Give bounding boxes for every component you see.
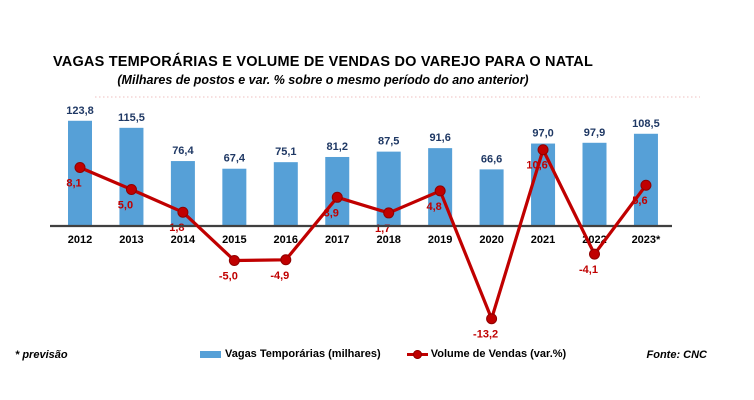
line-marker-2019 <box>434 185 446 197</box>
line-marker-2015 <box>228 255 240 266</box>
line-marker-2016 <box>280 254 292 266</box>
line-value-label-2014: 1,8 <box>169 222 184 234</box>
line-marker-2020 <box>486 313 498 325</box>
bar-2021 <box>531 143 556 226</box>
source-credit: Fonte: CNC <box>646 349 708 361</box>
legend: Vagas Temporárias (milhares) Volume de V… <box>200 348 566 360</box>
bar-value-label-2019: 91,6 <box>429 132 450 144</box>
x-tick-label-2013: 2013 <box>119 234 143 246</box>
bar-2012 <box>68 120 92 226</box>
bar-value-label-2012: 123,8 <box>66 105 94 117</box>
bar-value-label-2020: 66,6 <box>481 153 502 165</box>
bar-2017 <box>325 156 350 226</box>
line-series-swatch-icon <box>406 349 428 359</box>
chart-title: VAGAS TEMPORÁRIAS E VOLUME DE VENDAS DO … <box>52 54 594 70</box>
bar-series-swatch-icon <box>200 350 221 358</box>
line-marker-2021 <box>537 144 549 156</box>
x-tick-label-2019: 2019 <box>428 234 452 246</box>
bar-2022 <box>582 142 607 226</box>
x-tick-label-2012: 2012 <box>68 234 92 246</box>
x-tick-label-2014: 2014 <box>171 234 196 246</box>
x-tick-label-2020: 2020 <box>479 234 503 246</box>
line-value-label-2020: -13,2 <box>473 329 498 341</box>
chart-subtitle: (Milhares de postos e var. % sobre o mes… <box>117 73 529 87</box>
legend-item-bars: Vagas Temporárias (milhares) <box>200 348 381 360</box>
bar-2015 <box>222 168 247 226</box>
bar-value-label-2017: 81,2 <box>327 141 348 153</box>
legend-line-label: Volume de Vendas (var.%) <box>430 348 567 360</box>
line-swatch-marker-icon <box>412 349 422 359</box>
legend-item-line: Volume de Vendas (var.%) <box>406 348 567 360</box>
line-marker-2013 <box>125 184 137 195</box>
line-value-label-2022: -4,1 <box>579 264 598 276</box>
bar-value-label-2014: 76,4 <box>172 145 194 157</box>
sales-line <box>78 148 648 321</box>
bar-value-label-2021: 97,0 <box>532 128 553 140</box>
line-marker-2014 <box>177 206 189 218</box>
bar-value-label-2023*: 108,5 <box>632 118 660 130</box>
bar-2020 <box>479 169 504 226</box>
line-value-label-2019: 4,8 <box>427 201 442 213</box>
title-block: VAGAS TEMPORÁRIAS E VOLUME DE VENDAS DO … <box>0 54 646 87</box>
x-tick-label-2016: 2016 <box>274 234 298 246</box>
line-marker-2023* <box>640 179 652 191</box>
bar-value-label-2018: 87,5 <box>378 136 399 148</box>
forecast-footnote: * previsão <box>15 349 68 361</box>
bar-value-label-2013: 115,5 <box>118 112 145 124</box>
bar-2016 <box>273 162 298 226</box>
line-value-label-2016: -4,9 <box>270 270 289 282</box>
bar-2013 <box>119 127 144 226</box>
line-marker-2022 <box>589 248 600 260</box>
x-tick-label-2021: 2021 <box>531 234 555 246</box>
line-value-label-2012: 8,1 <box>66 177 81 189</box>
line-marker-2018 <box>383 207 395 219</box>
line-value-label-2013: 5,0 <box>118 200 133 212</box>
x-tick-label-2017: 2017 <box>325 234 349 246</box>
legend-bar-label: Vagas Temporárias (milhares) <box>225 348 381 360</box>
bar-value-label-2015: 67,4 <box>224 153 246 165</box>
x-tick-label-2018: 2018 <box>376 234 400 246</box>
line-marker-2012 <box>74 161 86 173</box>
line-value-label-2015: -5,0 <box>219 271 238 283</box>
bar-value-label-2016: 75,1 <box>275 146 296 158</box>
bar-value-label-2022: 97,9 <box>584 127 605 139</box>
line-marker-2017 <box>331 191 343 203</box>
x-tick-label-2015: 2015 <box>222 234 246 246</box>
x-tick-label-2023*: 2023* <box>632 234 661 246</box>
